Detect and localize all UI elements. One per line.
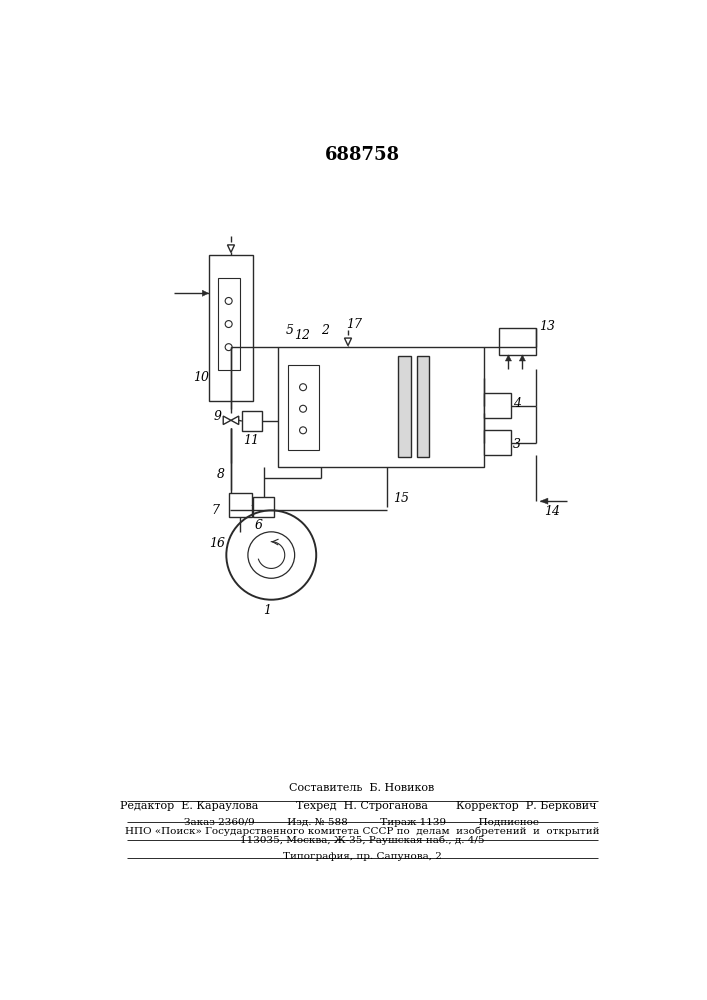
- Text: Заказ 2360/9          Изд. № 588          Тираж 1139          Подписное: Заказ 2360/9 Изд. № 588 Тираж 1139 Подпи…: [185, 818, 539, 827]
- Polygon shape: [540, 498, 548, 504]
- Text: Типография, пр. Сапунова, 2: Типография, пр. Сапунова, 2: [283, 852, 441, 861]
- Bar: [253, 497, 274, 517]
- Bar: [499, 328, 537, 355]
- Polygon shape: [506, 355, 512, 361]
- Bar: [484, 430, 510, 455]
- Text: Корректор  Р. Беркович: Корректор Р. Беркович: [456, 801, 597, 811]
- Bar: [242, 411, 262, 431]
- Polygon shape: [231, 416, 239, 425]
- Polygon shape: [202, 290, 209, 296]
- Bar: [209, 255, 253, 401]
- Text: 10: 10: [193, 371, 209, 384]
- Text: 1: 1: [264, 604, 271, 617]
- Text: Редактор  Е. Караулова: Редактор Е. Караулова: [120, 801, 258, 811]
- Text: 11: 11: [243, 434, 259, 447]
- Bar: [288, 365, 319, 450]
- Text: 9: 9: [214, 410, 222, 423]
- Text: 6: 6: [255, 519, 263, 532]
- Text: 2: 2: [321, 324, 329, 337]
- Text: 8: 8: [217, 468, 225, 481]
- Polygon shape: [228, 245, 235, 252]
- Text: 12: 12: [293, 329, 310, 342]
- Text: 113035, Москва, Ж-35, Раушская наб., д. 4/5: 113035, Москва, Ж-35, Раушская наб., д. …: [240, 835, 484, 845]
- Text: 4: 4: [513, 397, 521, 410]
- Bar: [228, 493, 252, 517]
- Text: НПО «Поиск» Государственного комитета СССР по  делам  изобретений  и  открытий: НПО «Поиск» Государственного комитета СС…: [124, 827, 600, 836]
- Bar: [398, 356, 411, 457]
- Polygon shape: [223, 416, 231, 425]
- Text: Техред  Н. Строганова: Техред Н. Строганова: [296, 801, 428, 811]
- Text: Составитель  Б. Новиков: Составитель Б. Новиков: [289, 783, 435, 793]
- Text: 3: 3: [513, 438, 521, 451]
- Polygon shape: [519, 355, 525, 361]
- Bar: [417, 356, 429, 457]
- Bar: [279, 347, 484, 466]
- Bar: [484, 393, 510, 418]
- Text: 13: 13: [539, 320, 556, 333]
- Text: 5: 5: [286, 324, 294, 337]
- Text: 15: 15: [393, 492, 409, 505]
- Text: 7: 7: [211, 504, 220, 517]
- Bar: [218, 278, 240, 370]
- Text: 17: 17: [346, 318, 363, 331]
- Text: 16: 16: [209, 537, 226, 550]
- Polygon shape: [344, 338, 351, 346]
- Text: 688758: 688758: [325, 146, 399, 164]
- Text: 14: 14: [544, 505, 560, 518]
